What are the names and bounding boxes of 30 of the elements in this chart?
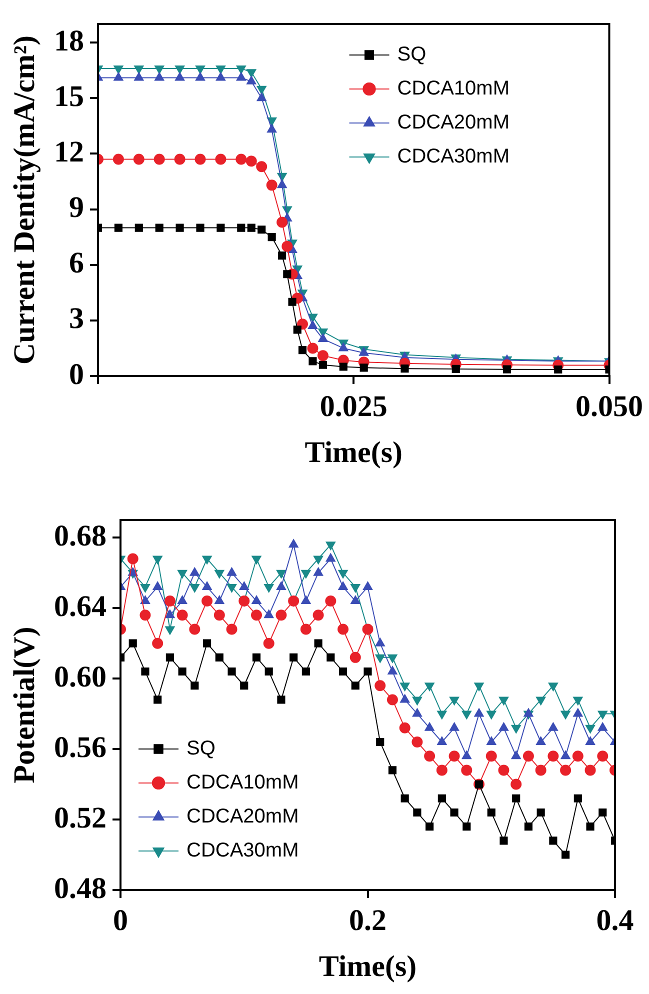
x-tick-label: 0.2	[349, 904, 386, 937]
y-tick-label: 0.64	[54, 590, 106, 623]
legend-label: CDCA30mM	[397, 146, 510, 168]
y-tick-label: 0	[69, 358, 84, 391]
x-tick-label: 0.050	[576, 390, 643, 423]
y-tick-label: 18	[54, 24, 84, 58]
y-tick-label: 12	[54, 135, 84, 168]
y-axis-title: Current Dentity(mA/cm²)	[8, 35, 41, 365]
y-tick-label: 0.52	[54, 801, 106, 834]
x-tick-label: 0.025	[320, 390, 388, 423]
x-tick-label: 0	[113, 904, 128, 937]
y-tick-label: 3	[69, 302, 84, 336]
y-tick-label: 0.48	[54, 872, 106, 905]
y-tick-label: 15	[54, 80, 84, 113]
y-tick-label: 0.56	[54, 730, 106, 764]
legend-label: CDCA20mM	[397, 112, 510, 134]
y-tick-label: 6	[69, 246, 84, 280]
legend-label: SQ	[397, 44, 426, 66]
y-tick-label: 0.60	[54, 660, 106, 694]
legend-label: CDCA20mM	[186, 806, 299, 828]
legend-label: CDCA10mM	[397, 78, 510, 100]
legend-label: CDCA10mM	[186, 772, 299, 794]
x-tick-label: 0.4	[596, 904, 634, 937]
x-axis-title: Time(s)	[304, 436, 403, 469]
y-tick-label: 0.68	[54, 519, 106, 552]
x-axis-title: Time(s)	[318, 950, 417, 983]
legend-label: CDCA30mM	[186, 840, 299, 862]
y-axis-title: Potential(V)	[8, 626, 41, 784]
y-tick-label: 9	[69, 191, 84, 224]
legend-label: SQ	[186, 738, 216, 760]
